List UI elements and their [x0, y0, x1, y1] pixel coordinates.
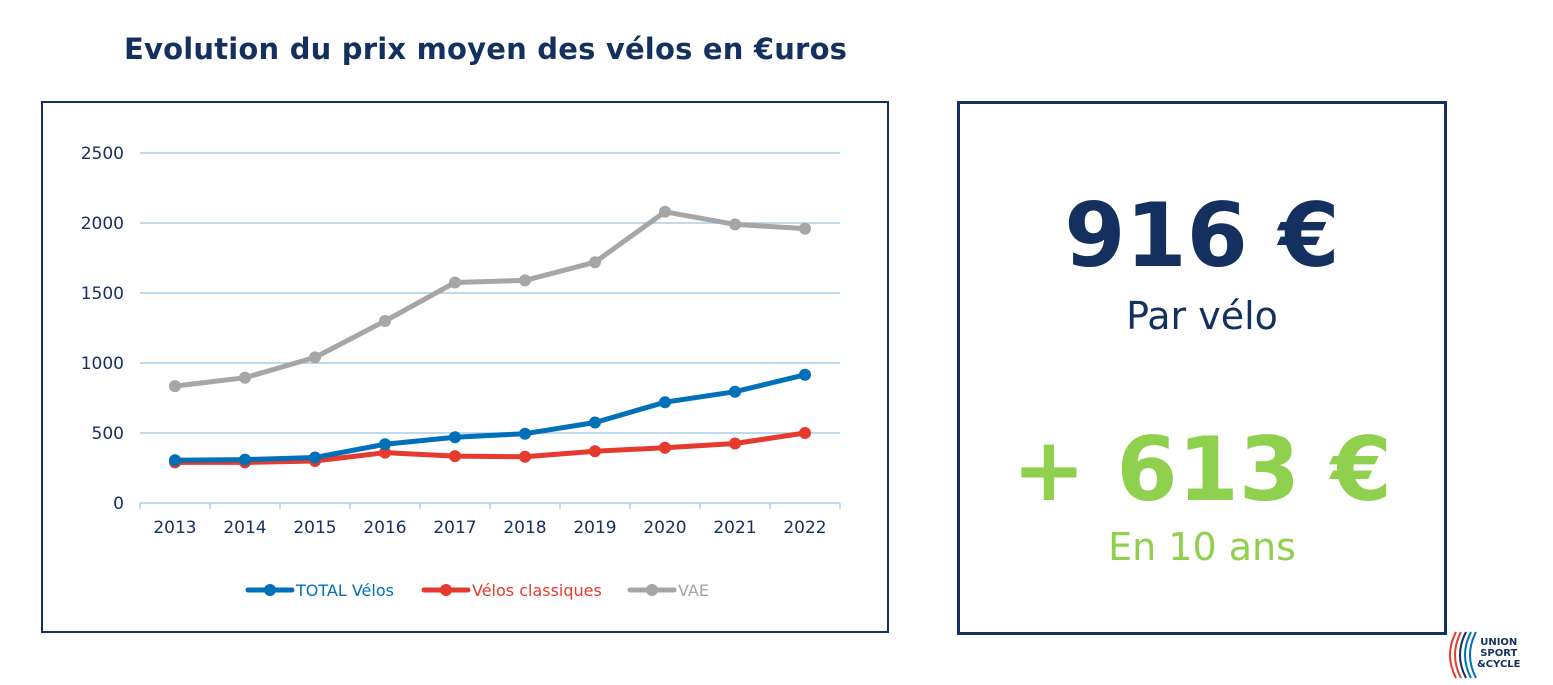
data-point: [519, 450, 531, 463]
logo-line-1: UNION: [1480, 637, 1518, 648]
data-point: [659, 396, 671, 409]
data-point: [589, 256, 601, 269]
data-point: [659, 205, 671, 218]
y-tick-label: 0: [113, 494, 124, 514]
legend-swatch-marker: [264, 584, 276, 596]
x-tick-label: 2022: [783, 518, 826, 538]
data-point: [169, 380, 181, 393]
y-tick-label: 2500: [81, 144, 124, 164]
series-line: [172, 209, 808, 389]
data-point: [659, 441, 671, 454]
data-point: [169, 454, 181, 467]
data-point: [309, 451, 321, 464]
x-tick-label: 2020: [643, 518, 686, 538]
data-point: [449, 450, 461, 463]
line-chart-panel: 0 500 1000 1500 2000 2500 2013 2014 2015 2016 2017…: [41, 101, 889, 633]
data-point: [309, 351, 321, 364]
data-point: [239, 371, 251, 384]
logo-stripes-icon: [1449, 631, 1477, 679]
legend-label: Vélos classiques: [472, 581, 602, 600]
data-point: [729, 385, 741, 398]
legend-swatch-marker: [646, 584, 658, 596]
data-point: [449, 431, 461, 444]
series-line: [172, 372, 808, 463]
average-price-value: 916 €: [1064, 184, 1340, 287]
legend-label: VAE: [678, 581, 709, 600]
data-point: [729, 218, 741, 231]
data-point: [519, 427, 531, 440]
data-point: [729, 437, 741, 450]
data-point: [799, 222, 811, 235]
data-point: [379, 315, 391, 327]
y-tick-label: 1500: [81, 284, 124, 304]
price-increase-label: En 10 ans: [1108, 525, 1296, 569]
chart-title: Evolution du prix moyen des vélos en €ur…: [124, 32, 848, 66]
data-point: [589, 416, 601, 429]
legend-swatch-marker: [440, 584, 452, 596]
data-point: [799, 368, 811, 381]
price-increase-value: + 613 €: [1012, 418, 1392, 521]
x-tick-label: 2017: [433, 518, 476, 538]
legend-label: TOTAL Vélos: [295, 581, 394, 600]
y-tick-label: 500: [92, 424, 124, 444]
series-line: [172, 430, 808, 465]
x-tick-label: 2018: [503, 518, 546, 538]
x-tick-label: 2015: [293, 518, 336, 538]
union-sport-cycle-logo: UNION SPORT &CYCLE: [1444, 630, 1548, 680]
data-point: [799, 427, 811, 439]
logo-line-3: &CYCLE: [1477, 659, 1521, 670]
data-point: [239, 453, 251, 466]
data-point: [379, 438, 391, 451]
average-price-label: Par vélo: [1126, 294, 1278, 338]
x-tick-label: 2014: [223, 518, 266, 538]
line-chart: 0 500 1000 1500 2000 2500 2013 2014 2015 2016 2017…: [81, 144, 841, 600]
data-point: [379, 446, 391, 459]
x-tick-label: 2021: [713, 518, 756, 538]
x-tick-label: 2016: [363, 518, 406, 538]
kpi-panel: 916 € Par vélo + 613 € En 10 ans: [957, 101, 1447, 635]
data-point: [519, 274, 531, 287]
x-tick-label: 2019: [573, 518, 616, 538]
y-tick-label: 1000: [81, 354, 124, 374]
x-tick-label: 2013: [153, 518, 196, 538]
logo-line-2: SPORT: [1480, 648, 1518, 659]
data-point: [589, 445, 601, 458]
data-point: [449, 276, 461, 289]
y-tick-label: 2000: [81, 214, 124, 234]
logo-wordmark: UNION SPORT &CYCLE: [1477, 637, 1521, 670]
